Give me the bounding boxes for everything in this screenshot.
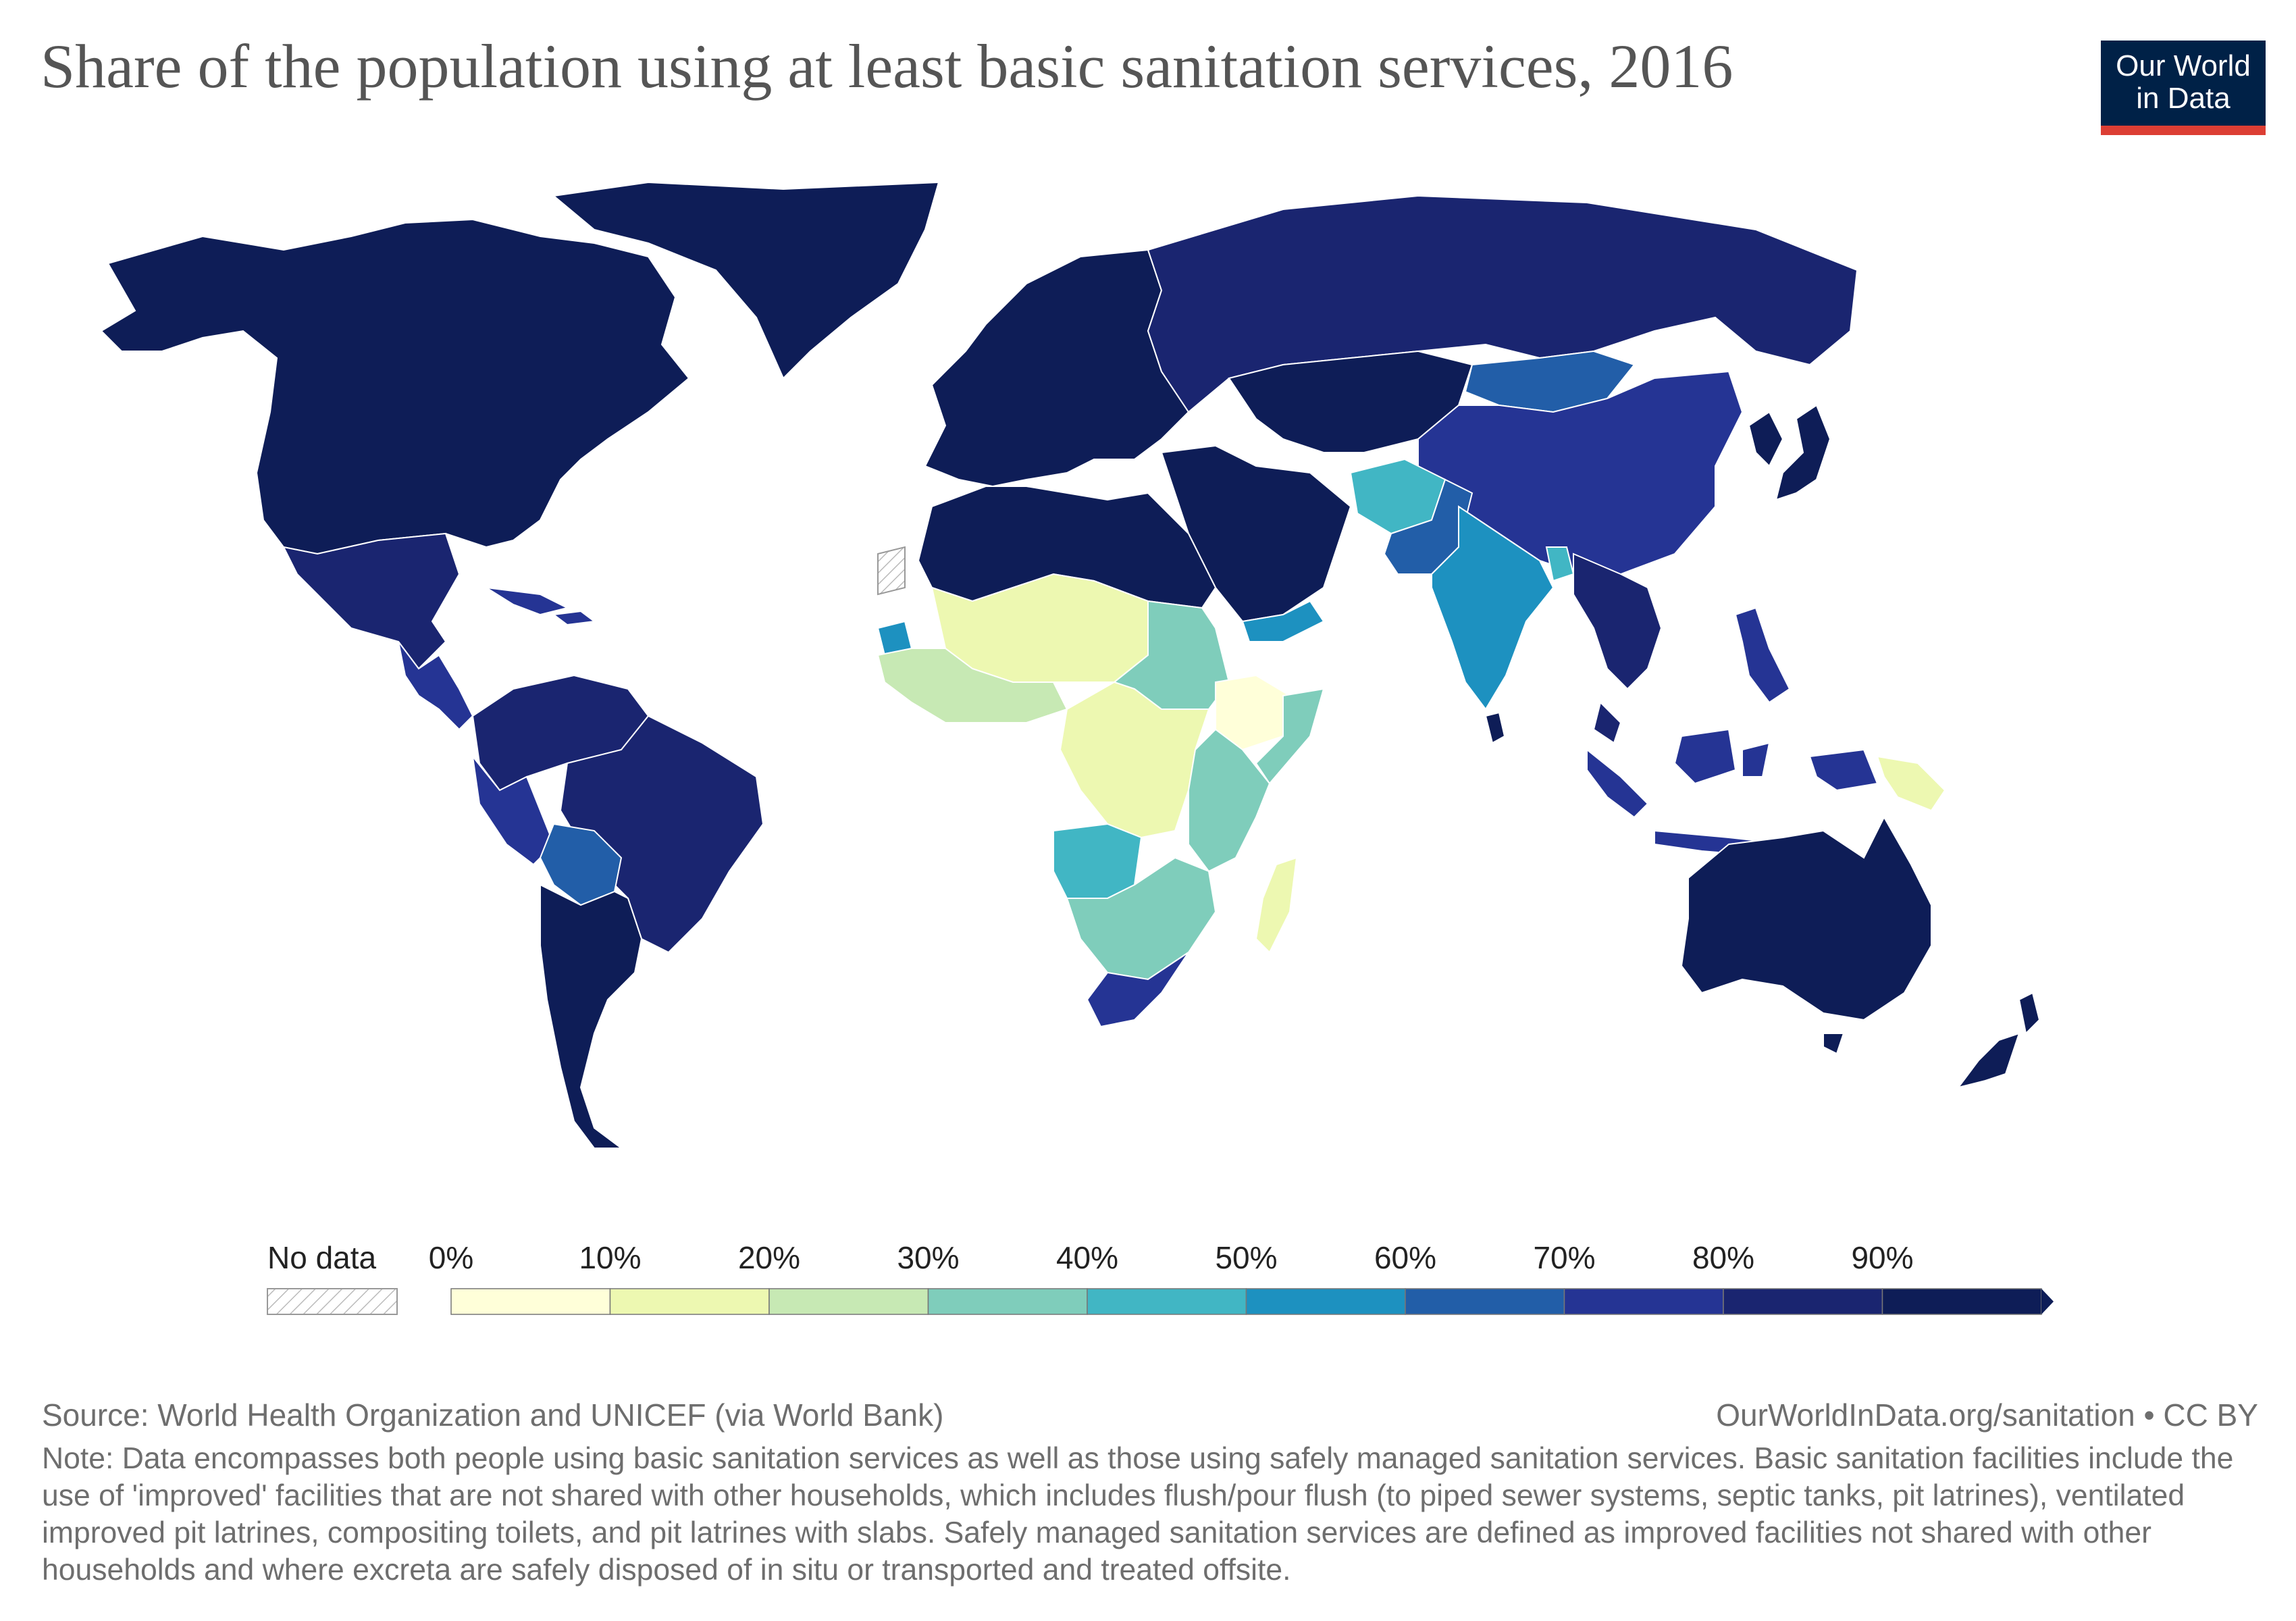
legend-bin[interactable] <box>450 1288 611 1315</box>
region-north-america[interactable] <box>100 218 690 555</box>
region-australia[interactable] <box>1680 815 1932 1055</box>
legend-tick-label: 0% <box>429 1240 473 1275</box>
legend-tick-label: 90% <box>1851 1240 1913 1275</box>
logo-line-1: Our World <box>2116 49 2251 82</box>
region-southern-africa-mid[interactable] <box>1066 856 1217 981</box>
region-europe[interactable] <box>924 249 1190 488</box>
legend-ticks: 0% 10% 20% 30% 40% 50% 60% 70% 80% 90% <box>429 1240 1914 1275</box>
legend-bin[interactable] <box>927 1288 1088 1315</box>
region-caribbean[interactable] <box>486 587 596 626</box>
legend-bin[interactable] <box>1563 1288 1724 1315</box>
region-papua-new-guinea[interactable] <box>1876 755 1946 812</box>
legend-bin[interactable] <box>768 1288 929 1315</box>
legend-bin[interactable] <box>1245 1288 1406 1315</box>
region-angola[interactable] <box>1053 823 1143 899</box>
source-text: Source: World Health Organization and UN… <box>42 1397 944 1433</box>
region-southeast-asia[interactable] <box>1573 552 1663 744</box>
region-greenland[interactable] <box>552 181 940 380</box>
source-url[interactable]: OurWorldInData.org/sanitation • CC BY <box>1716 1397 2258 1433</box>
region-central-america[interactable] <box>398 641 474 731</box>
region-madagascar[interactable] <box>1255 856 1298 954</box>
region-japan-korea[interactable] <box>1748 404 1831 501</box>
legend-bin[interactable] <box>1881 1288 2042 1315</box>
legend-tick-label: 40% <box>1056 1240 1118 1275</box>
region-philippines[interactable] <box>1734 607 1791 704</box>
region-india[interactable] <box>1431 505 1555 711</box>
legend-tick-label: 80% <box>1692 1240 1754 1275</box>
legend-tick-label: 70% <box>1533 1240 1595 1275</box>
region-south-africa[interactable] <box>1086 952 1189 1028</box>
legend-tick-label: 30% <box>897 1240 959 1275</box>
region-new-zealand[interactable] <box>1956 992 2041 1089</box>
legend-tick-label: 10% <box>579 1240 641 1275</box>
region-no-data-western-sahara[interactable] <box>877 546 906 596</box>
color-legend: No data 0% 10% 20% 30% 40% 50% 60% 70% 80% 90% <box>267 1240 2054 1315</box>
legend-tick-label: 60% <box>1374 1240 1436 1275</box>
legend-arrow <box>2041 1289 2054 1314</box>
region-sri-lanka[interactable] <box>1484 711 1506 744</box>
region-mexico[interactable] <box>282 532 461 670</box>
legend-tick-label: 50% <box>1215 1240 1277 1275</box>
legend-bin[interactable] <box>1087 1288 1247 1315</box>
chart-title: Share of the population using at least b… <box>41 32 1733 101</box>
legend-no-data-swatch[interactable] <box>267 1288 398 1315</box>
legend-bins <box>450 1288 2054 1315</box>
legend-bin[interactable] <box>1405 1288 1565 1315</box>
owid-logo[interactable]: Our World in Data <box>2101 41 2266 135</box>
region-east-africa[interactable] <box>1188 728 1271 873</box>
region-yemen-gulf[interactable] <box>1241 600 1325 642</box>
world-map <box>100 181 2041 1149</box>
legend-bin[interactable] <box>1723 1288 1883 1315</box>
legend-tick-label: 20% <box>738 1240 800 1275</box>
legend-no-data-label: No data <box>267 1240 377 1275</box>
region-indonesia[interactable] <box>1586 728 1879 859</box>
region-southern-cone[interactable] <box>540 883 643 1149</box>
logo-line-2: in Data <box>2136 82 2230 115</box>
legend-bin[interactable] <box>609 1288 770 1315</box>
note-text: Note: Data encompasses both people using… <box>42 1442 2234 1587</box>
